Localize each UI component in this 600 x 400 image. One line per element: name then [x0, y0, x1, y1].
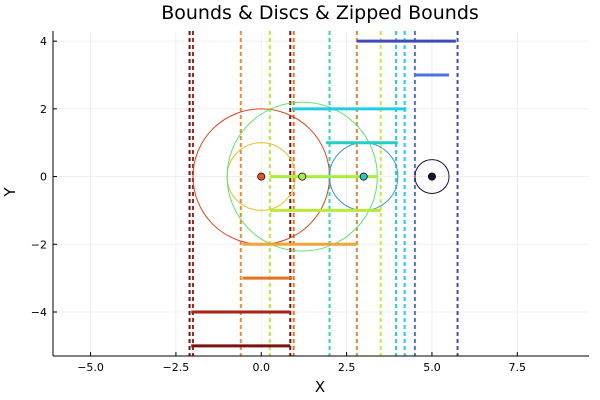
- y-tick-label-4: 4: [40, 35, 47, 48]
- disc-4: [414, 159, 450, 195]
- y-tick-label-1: −2: [31, 238, 47, 251]
- x-tick-label-4: 5.0: [423, 361, 441, 374]
- axes: [52, 31, 589, 357]
- x-tick-label-0: −5.0: [77, 361, 104, 374]
- chart-title: Bounds & Discs & Zipped Bounds: [161, 2, 479, 24]
- y-tick-label-0: −4: [31, 306, 47, 319]
- x-tick-label-5: 7.5: [509, 361, 527, 374]
- center-point-0: [257, 172, 266, 181]
- x-tick-label-1: −2.5: [163, 361, 190, 374]
- center-point-2: [359, 172, 368, 181]
- x-axis-label: X: [315, 378, 325, 396]
- grid: [53, 31, 589, 356]
- y-tick-label-2: 0: [40, 171, 47, 184]
- y-tick-label-3: 2: [40, 103, 47, 116]
- disc-centers: [257, 172, 436, 181]
- x-tick-label-2: 0.0: [253, 361, 271, 374]
- horizontal-bounds: [191, 39, 456, 348]
- disc-2: [226, 101, 378, 252]
- tick-labels: −5.0 −2.5 0.0 2.5 5.0 7.5 −4 −2 0 2 4: [31, 35, 526, 374]
- center-point-1: [298, 172, 307, 181]
- vertical-bounds: [188, 31, 459, 356]
- center-point-3: [427, 172, 436, 181]
- y-axis-label: Y: [1, 187, 19, 198]
- x-tick-label-3: 2.5: [338, 361, 356, 374]
